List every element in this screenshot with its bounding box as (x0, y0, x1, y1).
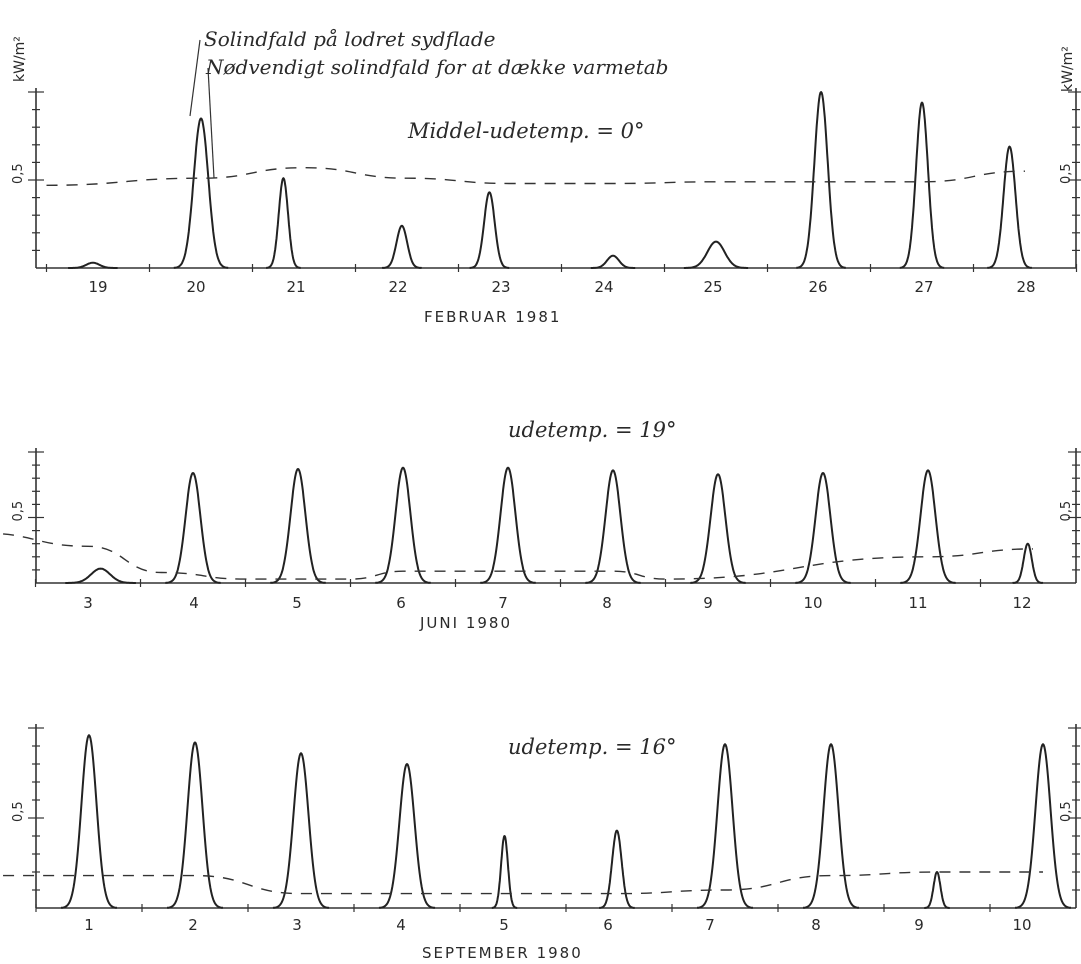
x-tick-label: 10 (1012, 916, 1031, 934)
x-tick-label: 25 (703, 278, 722, 296)
needed-irradiance-line (46, 166, 1026, 186)
solar-irradiance-day-10-10 (1014, 743, 1072, 909)
solar-irradiance-day-10-1 (60, 734, 118, 909)
x-tick-label: 3 (83, 594, 93, 612)
x-tick-label: 12 (1012, 594, 1031, 612)
panel-2-xlabel: JUNI 1980 (419, 614, 512, 632)
x-tick-label: 4 (396, 916, 406, 934)
solar-irradiance-day-10-10 (1012, 542, 1044, 584)
y-tick-label-left: 0,5 (11, 501, 26, 522)
x-tick-label: 23 (491, 278, 510, 296)
x-tick-label: 5 (499, 916, 509, 934)
x-tick-label: 7 (705, 916, 715, 934)
x-tick-label: 26 (808, 278, 827, 296)
x-tick-label: 3 (292, 916, 302, 934)
solar-irradiance-day-10-8 (802, 743, 860, 909)
solar-irradiance-day-10-5 (469, 191, 510, 269)
solar-irradiance-day-10-5 (480, 466, 536, 584)
x-tick-label: 6 (603, 916, 613, 934)
solar-irradiance-day-10-9 (899, 101, 945, 269)
x-tick-label: 28 (1016, 278, 1035, 296)
x-tick-label: 5 (292, 594, 302, 612)
x-tick-label: 21 (286, 278, 305, 296)
x-tick-label: 24 (594, 278, 613, 296)
x-tick-label: 10 (803, 594, 822, 612)
solar-irradiance-day-10-4 (378, 763, 436, 909)
x-tick-label: 27 (914, 278, 933, 296)
solar-irradiance-day-10-2 (166, 741, 224, 909)
solar-irradiance-day-10-1 (65, 567, 136, 584)
solar-irradiance-day-10-3 (270, 468, 326, 584)
chart-panel-2: 0,5 0,5 3 4 5 6 7 8 9 10 11 12 (0, 448, 1081, 612)
solar-irradiance-day-10-2 (165, 472, 221, 584)
solar-irradiance-day-10-5 (491, 835, 518, 909)
legend-solar-leader (189, 39, 201, 117)
solar-irradiance-day-10-6 (590, 254, 636, 269)
solar-irradiance-day-10-7 (683, 240, 749, 269)
y-tick-label-left: 0,5 (11, 801, 26, 822)
legend-needed-leader (207, 67, 215, 179)
x-tick-label: 2 (188, 916, 198, 934)
x-tick-label: 9 (914, 916, 924, 934)
x-tick-label: 20 (186, 278, 205, 296)
y-tick-label-right: 0,5 (1059, 501, 1074, 522)
x-tick-label: 1 (84, 916, 94, 934)
chart-panel-3: 0,5 0,5 1 2 3 4 5 6 7 8 9 10 (0, 724, 1081, 934)
y-tick-label-right: 0,5 (1059, 163, 1074, 184)
solar-irradiance-day-10-7 (690, 473, 746, 584)
panel-1-annotation: Middel-udetemp. = 0° (407, 119, 644, 143)
legend-solar-label: Solindfald på lodret sydflade (204, 27, 495, 51)
solar-irradiance-day-10-7 (696, 743, 754, 909)
solar-irradiance-day-10-4 (381, 224, 423, 269)
x-tick-label: 9 (703, 594, 713, 612)
solar-irradiance-day-10-2 (173, 117, 229, 269)
x-tick-label: 22 (388, 278, 407, 296)
panel-3-xlabel: SEPTEMBER 1980 (422, 944, 583, 962)
solar-irradiance-day-10-9 (923, 871, 951, 909)
x-tick-label: 8 (602, 594, 612, 612)
unit-label-right: kW/m² (1060, 46, 1076, 92)
needed-irradiance-line (0, 533, 1034, 580)
solar-irradiance-day-10-1 (67, 261, 118, 269)
solar-irradiance-day-10-6 (598, 829, 636, 909)
solar-irradiance-day-10-3 (272, 752, 330, 909)
panel-3-annotation: udetemp. = 16° (508, 735, 676, 759)
x-tick-label: 4 (189, 594, 199, 612)
x-tick-label: 19 (88, 278, 107, 296)
y-tick-label-right: 0,5 (1059, 801, 1074, 822)
solar-irradiance-day-10-8 (796, 91, 847, 269)
needed-irradiance-line (0, 871, 1043, 895)
x-tick-label: 7 (498, 594, 508, 612)
legend: Solindfald på lodret sydflade Nødvendigt… (189, 27, 668, 179)
x-tick-label: 11 (908, 594, 927, 612)
chart-panel-1: 0,5 0,5 19 20 21 22 23 24 25 26 27 28 (11, 88, 1081, 296)
panel-2-annotation: udetemp. = 19° (508, 418, 676, 442)
unit-label-left: kW/m² (12, 36, 28, 82)
x-tick-label: 8 (811, 916, 821, 934)
solar-irradiance-day-10-4 (375, 466, 431, 584)
solar-irradiance-day-10-3 (265, 177, 302, 269)
legend-needed-label: Nødvendigt solindfald for at dække varme… (205, 55, 668, 79)
y-tick-label-left: 0,5 (11, 163, 26, 184)
solar-irradiance-day-10-6 (585, 469, 641, 584)
x-tick-label: 6 (396, 594, 406, 612)
solar-irradiance-day-10-9 (900, 469, 956, 584)
solar-irradiance-day-10-10 (986, 145, 1033, 269)
panel-1-xlabel: FEBRUAR 1981 (424, 308, 561, 326)
solar-irradiance-day-10-8 (795, 472, 851, 584)
